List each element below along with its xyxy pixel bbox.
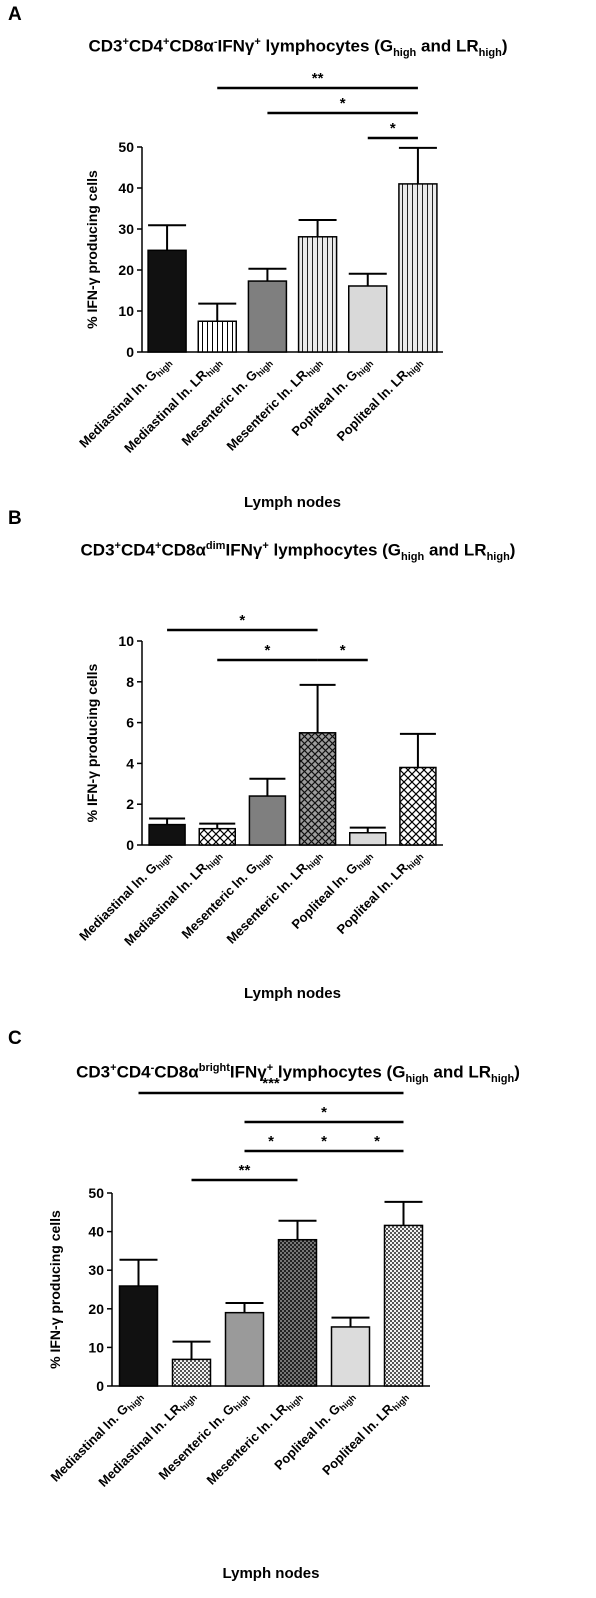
bar [247, 280, 288, 353]
y-tick-label: 10 [88, 1339, 104, 1355]
bar [277, 1238, 318, 1387]
y-tick-label: 4 [126, 755, 134, 771]
x-tick-label: Mediastinal ln. Ghigh [48, 1388, 146, 1486]
x-axis-label: Lymph nodes [244, 985, 341, 1002]
significance-label: * [239, 612, 245, 629]
panel-label: B [8, 508, 22, 529]
significance-label: * [321, 1104, 327, 1121]
significance-label: * [390, 120, 396, 137]
bar [330, 1326, 371, 1387]
x-tick-label: Popliteal ln. LRhigh [334, 354, 426, 446]
bar [197, 320, 237, 353]
bar [298, 732, 337, 846]
bar [148, 823, 186, 846]
y-tick-label: 0 [126, 837, 134, 853]
x-tick-label: Mesenteric ln. Ghigh [178, 847, 274, 943]
chart-title: CD3+CD4+CD8αdimIFNγ+ lymphocytes (Ghigh … [80, 540, 516, 564]
x-tick-label: Mesenteric ln. LRhigh [224, 847, 326, 949]
bar-chart-b: 0 2 4 6 8 10 % IFN-γ producing cells Mediastina… [76, 612, 443, 1002]
y-tick-label: 6 [126, 715, 134, 731]
x-tick-label: Mediastinal ln. LRhigh [121, 354, 225, 458]
x-tick-label: Mediastinal ln. LRhigh [121, 847, 225, 951]
bar [383, 1224, 424, 1387]
x-tick-label: Popliteal ln. LRhigh [334, 847, 426, 939]
x-axis-label: Lymph nodes [244, 494, 341, 511]
y-tick-label: 40 [118, 180, 134, 196]
significance-label: * [340, 642, 346, 659]
y-axis-label: % IFN-γ producing cells [47, 1210, 63, 1369]
x-tick-label: Mesenteric ln. LRhigh [224, 354, 326, 456]
y-tick-label: 10 [118, 633, 134, 649]
y-tick-label: 30 [88, 1262, 104, 1278]
bar [147, 249, 187, 353]
significance-label: * [268, 1133, 274, 1150]
significance-label: *** [262, 1075, 280, 1092]
panel-label: C [8, 1028, 22, 1049]
y-axis-label: % IFN-γ producing cells [84, 663, 100, 822]
significance-label: * [374, 1133, 380, 1150]
bar [248, 795, 287, 846]
x-tick-label: Mesenteric ln. LRhigh [203, 1388, 305, 1490]
panel-label: A [8, 4, 22, 25]
y-tick-label: 20 [118, 262, 134, 278]
significance-label: ** [239, 1162, 251, 1179]
y-tick-label: 0 [126, 344, 134, 360]
bar-chart-a: 0 10 20 30 40 50 % IFN-γ producing cells Medias… [76, 70, 443, 511]
y-tick-label: 20 [88, 1301, 104, 1317]
y-axis-label: % IFN-γ producing cells [84, 170, 100, 329]
bar [349, 832, 387, 846]
bar [198, 827, 236, 846]
y-tick-label: 2 [126, 796, 134, 812]
x-tick-label: Mediastinal ln. LRhigh [95, 1388, 199, 1492]
bar [398, 183, 438, 353]
chart-title: CD3+CD4-CD8αbrightIFNγ+ lymphocytes (Ghi… [76, 1062, 520, 1086]
significance-label: * [264, 642, 270, 659]
significance-label: * [321, 1133, 327, 1150]
significance-label: ** [312, 70, 324, 87]
x-tick-label: Popliteal ln. Ghigh [289, 354, 376, 441]
bar [399, 766, 437, 846]
panel-c: C CD3+CD4-CD8αbrightIFNγ+ lymphocytes (G… [0, 1028, 596, 1598]
y-tick-label: 40 [88, 1224, 104, 1240]
x-tick-label: Mediastinal ln. Ghigh [76, 847, 174, 945]
x-tick-label: Mediastinal ln. Ghigh [76, 354, 174, 452]
x-tick-label: Popliteal ln. Ghigh [289, 847, 376, 934]
bar [171, 1358, 212, 1387]
y-tick-label: 0 [96, 1378, 104, 1394]
bar-chart-c: 0 10 20 30 40 50 % IFN-γ producing cells Medias… [47, 1075, 430, 1582]
bar [297, 236, 338, 353]
y-tick-label: 10 [118, 303, 134, 319]
bar [348, 285, 388, 353]
significance-label: * [340, 95, 346, 112]
x-axis-label: Lymph nodes [223, 1565, 320, 1582]
y-tick-label: 50 [118, 139, 134, 155]
x-tick-label: Mesenteric ln. Ghigh [156, 1388, 252, 1484]
panel-a: A CD3+CD4+CD8α-IFNγ+ lymphocytes (Ghigh … [0, 0, 596, 530]
panel-b: B CD3+CD4+CD8αdimIFNγ+ lymphocytes (Ghig… [0, 508, 596, 1050]
bar [118, 1285, 159, 1387]
x-tick-label: Mesenteric ln. Ghigh [178, 354, 274, 450]
y-tick-label: 50 [88, 1185, 104, 1201]
y-tick-label: 8 [126, 674, 134, 690]
y-tick-label: 30 [118, 221, 134, 237]
bar [224, 1311, 265, 1387]
chart-title: CD3+CD4+CD8α-IFNγ+ lymphocytes (Ghigh an… [88, 36, 508, 60]
x-tick-label: Popliteal ln. LRhigh [319, 1388, 411, 1480]
